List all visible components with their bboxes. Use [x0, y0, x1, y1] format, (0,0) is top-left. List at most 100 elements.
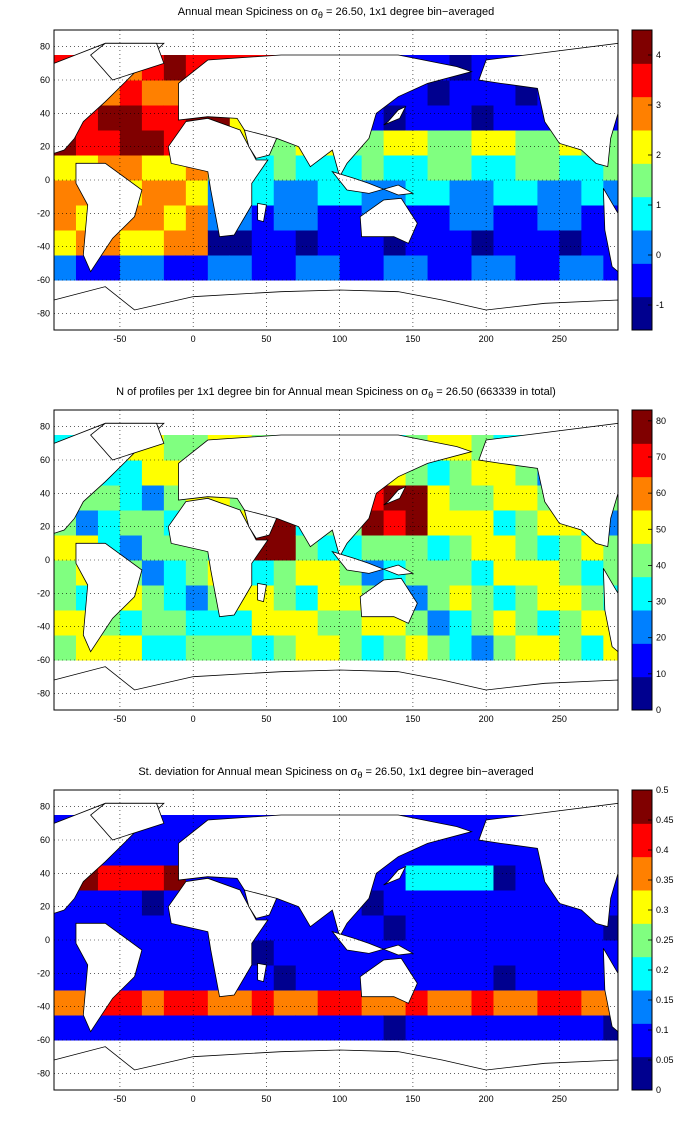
- ocean-cell: [471, 205, 494, 231]
- ocean-cell: [537, 635, 560, 661]
- y-tick-label: -60: [37, 275, 50, 285]
- ocean-cell: [581, 560, 604, 586]
- ocean-cell: [295, 560, 319, 586]
- ocean-cell: [141, 205, 165, 231]
- colorbar-tick-label: 0.5: [656, 785, 669, 795]
- ocean-cell: [141, 890, 165, 916]
- ocean-cell: [383, 155, 407, 181]
- ocean-cell: [471, 80, 494, 106]
- land-mass: [602, 188, 619, 273]
- ocean-cell: [141, 865, 165, 891]
- ocean-cell: [515, 915, 538, 941]
- ocean-cell: [493, 485, 516, 511]
- ocean-cell: [493, 130, 516, 156]
- colorbar-tick-label: -1: [656, 300, 664, 310]
- ocean-cell: [471, 105, 494, 131]
- y-tick-label: 20: [40, 902, 50, 912]
- colorbar-segment: [632, 923, 652, 958]
- land-mass: [331, 550, 415, 576]
- colorbar-segment: [632, 676, 652, 711]
- ocean-cell: [581, 205, 604, 231]
- ocean-cell: [251, 180, 275, 206]
- ocean-cell: [54, 205, 77, 231]
- ocean-cell: [537, 180, 560, 206]
- ocean-cell: [493, 915, 516, 941]
- ocean-cell: [54, 155, 77, 181]
- colorbar-tick-label: 50: [656, 524, 666, 534]
- ocean-cell: [471, 990, 494, 1016]
- x-tick-label: 50: [261, 334, 271, 344]
- ocean-cell: [405, 915, 429, 941]
- ocean-cell: [449, 105, 473, 131]
- ocean-cell: [427, 840, 451, 866]
- ocean-cell: [493, 510, 516, 536]
- x-tick-label: 150: [405, 1094, 420, 1104]
- ocean-cell: [251, 230, 275, 256]
- land-mass: [243, 889, 278, 919]
- ocean-cell: [119, 865, 143, 891]
- ocean-cell: [471, 585, 494, 611]
- ocean-cell: [119, 105, 143, 131]
- ocean-cell: [317, 180, 341, 206]
- ocean-cell: [427, 205, 451, 231]
- land-mass: [383, 865, 407, 886]
- ocean-cell: [471, 915, 494, 941]
- ocean-cell: [141, 460, 165, 486]
- ocean-cell: [317, 965, 341, 991]
- ocean-cell: [251, 940, 275, 966]
- ocean-cell: [185, 180, 209, 206]
- y-tick-label: -60: [37, 1035, 50, 1045]
- ocean-cell: [427, 1015, 451, 1041]
- ocean-cell: [295, 205, 319, 231]
- ocean-cell: [427, 460, 451, 486]
- ocean-cell: [493, 635, 516, 661]
- ocean-cell: [317, 560, 341, 586]
- x-tick-label: -50: [113, 714, 126, 724]
- ocean-cell: [54, 1015, 77, 1041]
- ocean-cell: [317, 610, 341, 636]
- ocean-cell: [405, 180, 429, 206]
- colorbar-tick-label: 0.4: [656, 845, 669, 855]
- ocean-cell: [295, 610, 319, 636]
- ocean-cell: [383, 255, 407, 281]
- y-tick-label: -20: [37, 588, 50, 598]
- land-mass: [167, 117, 269, 238]
- colorbar-segment: [632, 610, 652, 644]
- ocean-cell: [405, 940, 429, 966]
- ocean-cell: [54, 915, 77, 941]
- ocean-cell: [273, 635, 297, 661]
- x-tick-label: 50: [261, 1094, 271, 1104]
- x-tick-label: 150: [405, 714, 420, 724]
- x-tick-label: 0: [191, 714, 196, 724]
- ocean-cell: [273, 610, 297, 636]
- ocean-cell: [471, 940, 494, 966]
- colorbar-tick-label: 0.05: [656, 1055, 674, 1065]
- ocean-cell: [405, 510, 429, 536]
- ocean-cell: [273, 940, 297, 966]
- colorbar-segment: [632, 1056, 652, 1091]
- ocean-cell: [559, 1015, 582, 1041]
- ocean-cell: [273, 535, 297, 561]
- colorbar-tick-label: 0.2: [656, 965, 669, 975]
- ocean-cell: [273, 585, 297, 611]
- x-tick-label: 200: [479, 714, 494, 724]
- ocean-cell: [449, 155, 473, 181]
- plot-frame: [53, 789, 619, 1091]
- colorbar-segment: [632, 96, 652, 131]
- ocean-cell: [493, 205, 516, 231]
- ocean-cell: [119, 890, 143, 916]
- land-mass: [167, 877, 269, 998]
- ocean-cell: [559, 965, 582, 991]
- colorbar-segment: [632, 576, 652, 611]
- x-tick-label: 100: [332, 1094, 347, 1104]
- profile-count-panel: N of profiles per 1x1 degree bin for Ann…: [0, 380, 696, 760]
- colorbar-segment: [632, 130, 652, 164]
- ocean-cell: [405, 105, 429, 131]
- colorbar-tick-label: 20: [656, 633, 666, 643]
- ocean-cell: [273, 230, 297, 256]
- ocean-cell: [54, 560, 77, 586]
- ocean-cell: [295, 635, 319, 661]
- colorbar-segment: [632, 196, 652, 231]
- ocean-cell: [559, 535, 582, 561]
- ocean-cell: [493, 230, 516, 256]
